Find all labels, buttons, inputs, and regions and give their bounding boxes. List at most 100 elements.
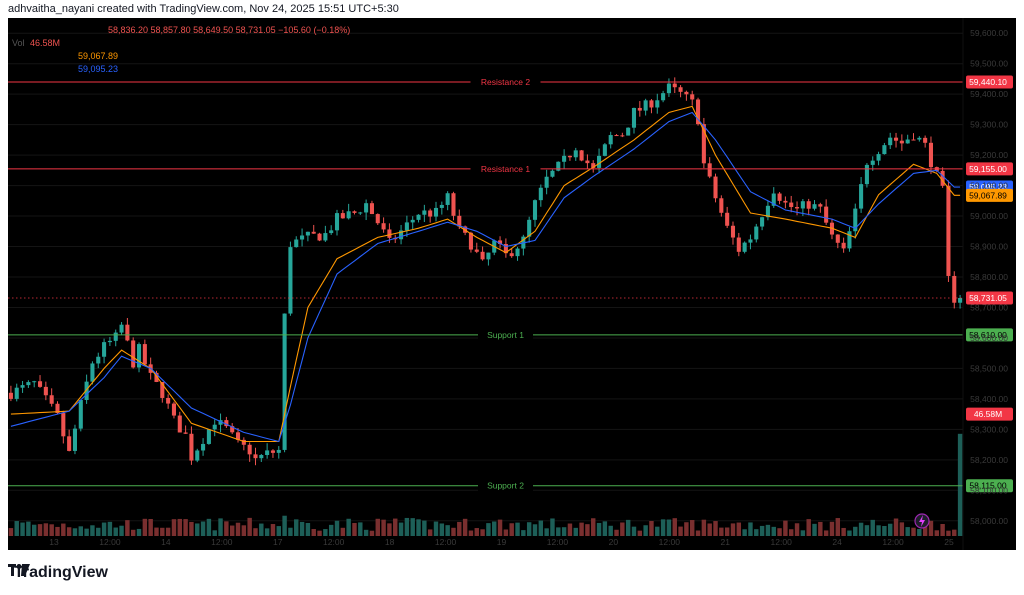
volume-bar xyxy=(212,530,217,536)
candle-body xyxy=(893,137,899,141)
volume-bar xyxy=(684,522,689,536)
candle-body xyxy=(765,205,770,218)
volume-bar xyxy=(84,528,89,536)
candle-body xyxy=(631,107,637,128)
candle-body xyxy=(818,204,823,207)
volume-bar xyxy=(847,530,852,536)
candle-body xyxy=(433,207,439,217)
volume-bar xyxy=(957,433,963,536)
y-tick-label: 59,200.00 xyxy=(970,150,1008,160)
volume-bar xyxy=(742,529,747,536)
volume-bar xyxy=(381,519,386,536)
candle-body xyxy=(742,242,747,252)
volume-bar xyxy=(596,522,602,536)
volume-bar xyxy=(678,526,683,536)
volume-bar xyxy=(387,523,392,536)
level-price-tag xyxy=(966,479,1013,493)
candle-body xyxy=(381,223,386,230)
candlestick-chart[interactable]: Resistance 2 59,440.10 Resistance 1 59,155.… xyxy=(8,18,1016,550)
candle-body xyxy=(375,214,380,224)
volume-bar xyxy=(707,523,712,536)
volume-bar xyxy=(206,518,212,536)
candle-body xyxy=(835,234,840,243)
level-name: Support 1 xyxy=(487,330,524,340)
volume-bar xyxy=(812,523,817,536)
candle-body xyxy=(684,91,689,95)
volume-bar xyxy=(90,525,95,536)
time-axis: 13 12:00 14 12:00 17 12:00 18 12:00 19 12:00 20 12:… xyxy=(49,537,954,547)
candle-body xyxy=(678,87,683,92)
candle-body xyxy=(206,429,211,444)
candle-body xyxy=(8,392,13,399)
y-tick-label: 58,700.00 xyxy=(970,302,1008,312)
candle-body xyxy=(247,444,252,455)
volume-bar xyxy=(445,525,450,536)
volume-bar xyxy=(433,521,439,536)
volume-bar xyxy=(800,530,806,536)
volume-bar xyxy=(637,530,643,536)
level-price-label: 58,610.00 xyxy=(969,330,1007,340)
candle-body xyxy=(61,413,66,437)
candle-body xyxy=(952,275,957,303)
level-price-tag xyxy=(966,328,1013,342)
lightning-icon[interactable] xyxy=(914,513,930,529)
candle-body xyxy=(317,233,322,241)
candle-body xyxy=(515,248,520,257)
volume-bar xyxy=(259,523,264,536)
volume-bar xyxy=(497,519,503,536)
volume-bar xyxy=(66,527,72,536)
candle-body xyxy=(142,344,147,365)
volume-bar xyxy=(818,521,823,536)
volume-bars xyxy=(8,433,963,536)
candle-body xyxy=(131,340,136,368)
volume-bar xyxy=(125,520,130,536)
candle-body xyxy=(567,155,572,158)
candle-body xyxy=(876,154,881,161)
volume-bar xyxy=(43,523,49,536)
volume-bar xyxy=(730,523,736,536)
candle-body xyxy=(224,420,229,427)
volume-bar xyxy=(794,523,800,536)
volume-bar xyxy=(917,528,922,536)
volume-bar xyxy=(771,526,776,536)
candle-body xyxy=(800,201,805,209)
volume-bar xyxy=(748,522,753,536)
candle-body xyxy=(451,193,456,216)
candle-body xyxy=(107,340,112,343)
volume-bar xyxy=(119,525,124,536)
volume-bar xyxy=(503,529,509,536)
volume-bar xyxy=(363,529,369,536)
y-tick-label: 58,400.00 xyxy=(970,394,1008,404)
candle-body xyxy=(288,247,293,314)
level-name: Support 2 xyxy=(487,481,524,491)
volume-bar xyxy=(61,523,66,536)
price-tag-label: 58,731.05 xyxy=(969,293,1007,303)
x-tick-label: 20 xyxy=(609,537,619,547)
volume-bar xyxy=(911,527,916,536)
volume-bar xyxy=(480,529,485,536)
candle-body xyxy=(37,381,43,387)
candle-body xyxy=(468,232,473,250)
volume-bar xyxy=(416,519,421,536)
volume-bar xyxy=(31,524,37,536)
candle-body xyxy=(824,206,829,223)
volume-bar xyxy=(690,520,695,536)
volume-bar xyxy=(334,520,340,536)
volume-bar xyxy=(765,524,771,536)
legend-vol-label: Vol xyxy=(12,38,25,48)
candle-body xyxy=(20,385,25,388)
candle-body xyxy=(789,202,794,208)
volume-bar xyxy=(602,521,608,536)
volume-bar xyxy=(876,525,881,536)
candle-body xyxy=(888,137,893,146)
x-tick-label: 14 xyxy=(161,537,171,547)
candle-body xyxy=(556,161,561,171)
volume-bar xyxy=(276,526,281,536)
volume-bar xyxy=(183,519,188,536)
chart-area[interactable]: Resistance 2 59,440.10 Resistance 1 59,155.… xyxy=(8,18,1016,550)
volume-bar xyxy=(78,526,84,536)
volume-bar xyxy=(526,522,532,536)
volume-bar xyxy=(509,523,514,536)
volume-bar xyxy=(544,528,549,536)
volume-bar xyxy=(457,521,462,536)
